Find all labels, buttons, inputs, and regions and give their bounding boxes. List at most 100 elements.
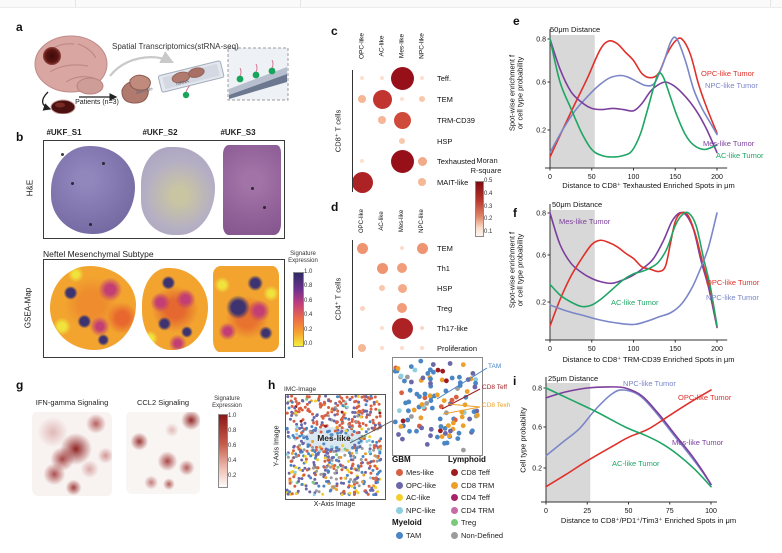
- g-colorbar-title: Signature Expression: [212, 396, 242, 409]
- x-tick-label: 100: [705, 508, 717, 515]
- dotplot-dot: [420, 76, 424, 80]
- imc-inset-box: [392, 357, 483, 456]
- gsea-colorbar-tick: 1.0: [304, 269, 313, 275]
- x-tick-label: 50: [588, 174, 596, 180]
- mes-like-region-label: Mes-like: [317, 433, 351, 443]
- panel-a-label: a: [16, 20, 23, 34]
- x-tick-label: 0: [544, 508, 548, 515]
- x-tick-label: 25: [583, 508, 591, 515]
- dotplot-dot: [378, 284, 386, 292]
- series-label: OPC-like Tumor: [701, 69, 755, 78]
- dotplot-row-label: Treg: [437, 304, 453, 313]
- line-chart-f: 0.8 0.6 0.2 0 50 100 150 200: [536, 204, 728, 353]
- patients-label: Patients (n=3): [75, 99, 119, 106]
- g-colorbar: [218, 414, 228, 488]
- spot-bead-icon: [236, 75, 244, 83]
- dotplot-dot: [351, 171, 373, 193]
- dotplot-dot: [356, 242, 368, 254]
- legend-dot: [396, 481, 403, 489]
- i-annotation: 25μm Distance: [548, 374, 599, 383]
- legend-item-label: Non-Defined: [461, 531, 504, 540]
- series-label: Mes-like Tumor: [559, 217, 611, 226]
- f-y-axis-label-2: or cell type probability: [515, 233, 525, 307]
- dotplot-dot: [378, 116, 386, 124]
- legend-dot: [451, 494, 458, 501]
- dotplot-dot: [358, 95, 366, 103]
- legend-item-label: AC-like: [406, 493, 431, 502]
- inset-annotation-CD8 Teff: CD8 Teff: [482, 384, 508, 391]
- dotplot-dot: [397, 283, 407, 293]
- dotplot-dot: [399, 245, 405, 251]
- he-tissue-s2: [141, 147, 215, 235]
- panel-f-label: f: [513, 206, 517, 220]
- e-x-axis-label: Distance to CD8⁺ Texhausted Enriched Spo…: [562, 181, 735, 190]
- i-y-axis-label: Cell type probability: [518, 407, 528, 473]
- sample-title-s3: #UKF_S3: [220, 128, 256, 137]
- y-tick-label: 0.8: [536, 211, 546, 218]
- arrow-curved-icon: [109, 51, 174, 77]
- he-tissue-s3: [223, 145, 281, 235]
- cd4-group-label: CD4⁺ T cells: [333, 277, 343, 321]
- series-OPC-like Tumor: [549, 37, 718, 158]
- ifn-gamma-heatmap: [32, 412, 112, 496]
- panel-i-label: i: [513, 374, 517, 388]
- inset-annotation-TAM: TAM: [488, 363, 502, 370]
- ifn-gamma-title: IFN-gamma Signaling: [35, 398, 109, 407]
- arrow-down-icon: [41, 91, 52, 111]
- panel-e-label: e: [513, 14, 520, 28]
- legend-item-label: CD8 Teff: [461, 468, 490, 477]
- dotplot-dot: [358, 344, 366, 352]
- x-tick-label: 150: [669, 174, 681, 180]
- dotplot-dot: [359, 305, 365, 311]
- h-x-axis-label: X-Axis Image: [313, 501, 356, 508]
- e-annotation: 50μm Distance: [550, 25, 601, 34]
- sample-title-s1: #UKF_S1: [46, 128, 82, 137]
- series-label: Mes-like Tumor: [672, 438, 724, 447]
- series-label: OPC-like Tumor: [706, 278, 760, 287]
- dotplot-dot: [419, 325, 425, 331]
- cd8-group-label: CD8⁺ T cells: [333, 109, 343, 153]
- line-chart-e: 0.8 0.6 0.2 0 50 100 150 200: [536, 29, 728, 180]
- series-Mes-like Tumor: [545, 386, 712, 486]
- he-tissue-s1: [51, 146, 135, 234]
- legend-dot: [396, 469, 403, 476]
- panel-c-label: c: [331, 24, 338, 38]
- series-label: AC-like Tumor: [611, 298, 659, 307]
- series-Mes-like Tumor: [549, 38, 718, 154]
- g-colorbar-tick: 0.4: [228, 458, 237, 464]
- dotplot-dot: [379, 345, 385, 351]
- dotplot-dot: [372, 89, 392, 109]
- top-bar: [0, 0, 782, 8]
- legend-item-label: Mes-like: [406, 468, 434, 477]
- shaded-distance-band: [546, 383, 591, 502]
- gsea-map-title: Neftel Mesenchymal Subtype: [43, 249, 154, 259]
- dotplot-row-label: HSP: [437, 284, 453, 293]
- legend-dot: [451, 506, 458, 514]
- spot-bead-icon: [268, 67, 276, 75]
- g-colorbar-tick: 0.8: [228, 428, 237, 434]
- ccl2-heatmap: [126, 412, 200, 494]
- dotplot-dot: [418, 178, 426, 186]
- dotplot-col-header: NPC-like: [418, 33, 426, 59]
- series-AC-like Tumor: [549, 211, 718, 327]
- legend-lymphoid-title: Lymphoid: [448, 455, 486, 464]
- x-tick-label: 50: [588, 346, 596, 353]
- dotplot-dot: [399, 345, 405, 351]
- dotplot-row-label: TEM: [437, 244, 453, 253]
- gsea-colorbar-tick: 0.0: [304, 341, 313, 347]
- series-OPC-like Tumor: [549, 211, 718, 327]
- imc-scatter-plot: [285, 394, 383, 497]
- gsea-row-label: GSEA-Map: [23, 287, 33, 329]
- gsea-tissue-s1: [50, 266, 136, 350]
- legend-item-label: Treg: [461, 518, 477, 527]
- x-tick-label: 150: [669, 346, 681, 353]
- series-label: AC-like Tumor: [716, 151, 764, 160]
- dotplot-col-header: OPC-like: [359, 208, 365, 234]
- dotplot-col-header: NPC-like: [419, 209, 425, 233]
- shaded-distance-band: [550, 35, 595, 168]
- legend-myeloid-title: Myeloid: [392, 518, 422, 527]
- ccl2-title: CCL2 Signaling: [136, 398, 190, 407]
- y-tick-label: 0.2: [536, 128, 546, 135]
- x-tick-label: 200: [711, 174, 723, 180]
